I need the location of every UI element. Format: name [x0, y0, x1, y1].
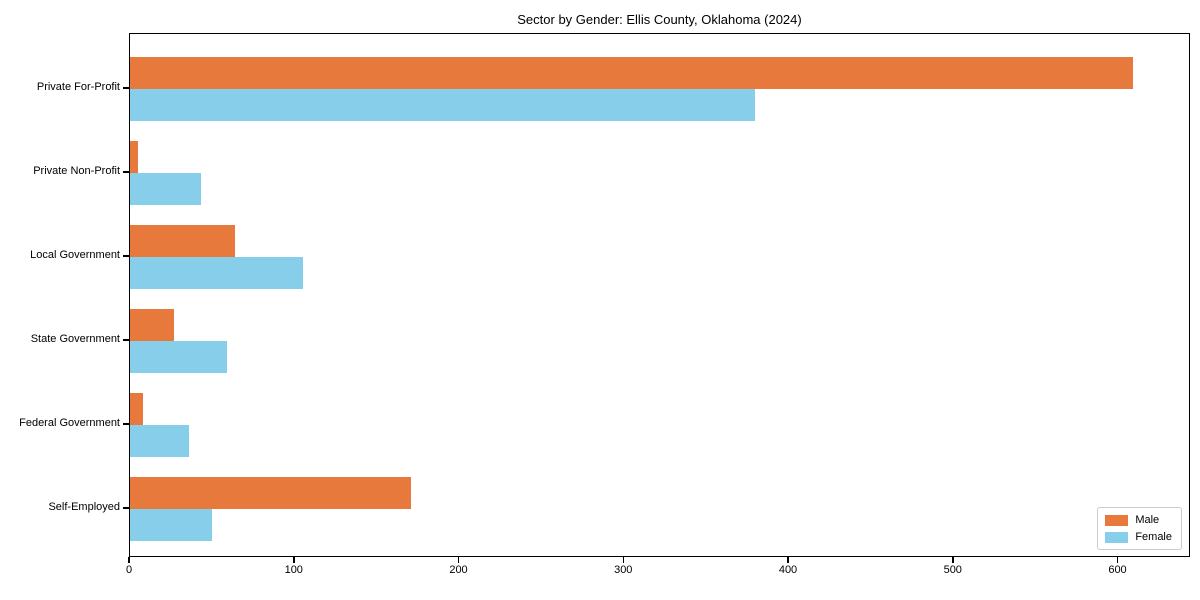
legend-entry-male: Male — [1105, 514, 1172, 526]
y-tick-mark — [123, 339, 129, 341]
legend-swatch-male — [1105, 514, 1129, 526]
x-tick-mark — [952, 557, 954, 563]
legend-label-male: Male — [1135, 514, 1160, 526]
y-tick-label: State Government — [30, 333, 120, 345]
y-tick-label: Self-Employed — [48, 501, 120, 513]
x-tick-mark — [1116, 557, 1119, 563]
y-tick-label: Private Non-Profit — [33, 165, 120, 177]
bar-male-1 — [130, 141, 139, 173]
bar-male-5 — [130, 477, 412, 509]
x-tick-label: 400 — [778, 564, 798, 576]
y-tick-mark — [123, 423, 129, 425]
bar-female-0 — [130, 89, 755, 121]
bar-male-4 — [130, 393, 144, 425]
bar-female-3 — [130, 341, 228, 373]
bar-female-5 — [130, 509, 213, 541]
x-tick-mark — [128, 557, 130, 563]
x-tick-mark — [293, 557, 295, 563]
y-tick-label: Federal Government — [19, 417, 120, 429]
y-tick-mark — [123, 87, 129, 89]
legend-entry-female: Female — [1105, 531, 1172, 543]
x-tick-mark — [787, 557, 789, 563]
plot-area: Male Female — [129, 33, 1190, 557]
bar-male-3 — [130, 309, 175, 341]
legend-label-female: Female — [1135, 531, 1172, 543]
bar-female-4 — [130, 425, 190, 457]
y-tick-label: Local Government — [30, 249, 120, 261]
x-tick-label: 200 — [449, 564, 468, 576]
legend-swatch-female — [1105, 531, 1129, 543]
legend: Male Female — [1097, 507, 1182, 550]
bar-female-1 — [130, 173, 201, 205]
bar-male-2 — [130, 225, 236, 257]
x-tick-label: 600 — [1108, 564, 1127, 576]
x-tick-label: 300 — [614, 564, 633, 576]
x-tick-mark — [622, 557, 624, 563]
y-tick-mark — [123, 171, 129, 173]
bar-male-0 — [130, 57, 1134, 89]
x-tick-label: 100 — [284, 564, 303, 576]
x-tick-label: 0 — [125, 564, 133, 576]
y-tick-label: Private For-Profit — [36, 81, 120, 93]
y-tick-mark — [123, 255, 129, 257]
bar-female-2 — [130, 257, 303, 289]
chart-title: Sector by Gender: Ellis County, Oklahoma… — [517, 12, 802, 27]
y-tick-mark — [123, 507, 129, 509]
x-tick-label: 500 — [943, 564, 962, 576]
x-tick-mark — [457, 557, 460, 563]
